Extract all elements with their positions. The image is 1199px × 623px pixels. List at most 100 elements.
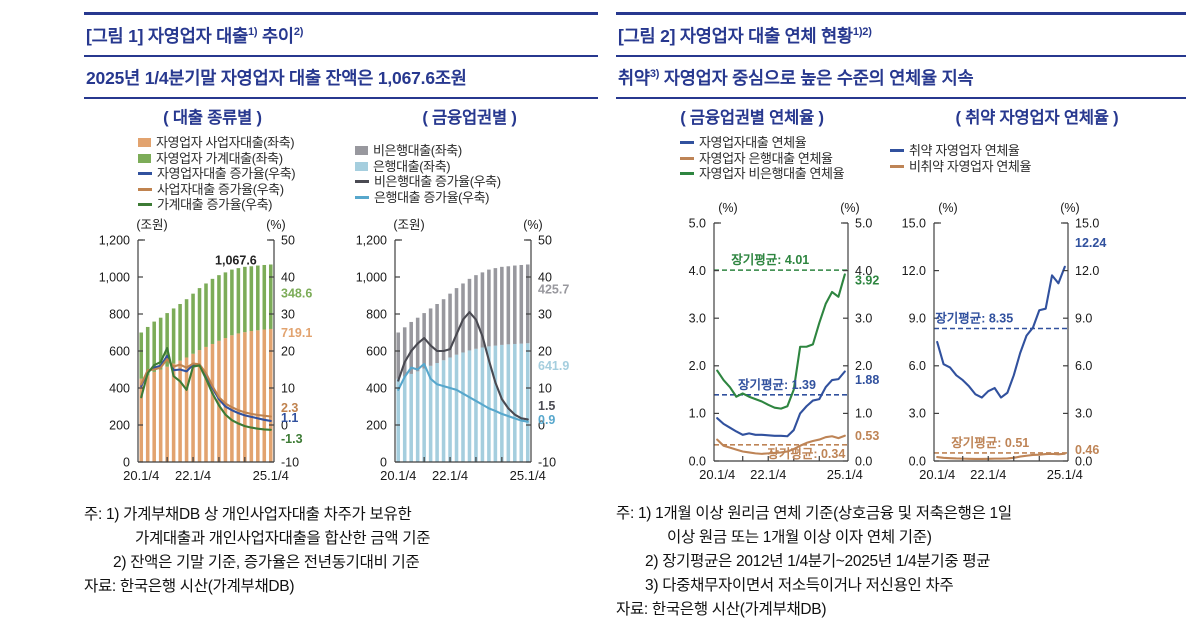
svg-text:425.7: 425.7 bbox=[538, 282, 569, 296]
chart-legend-loan-by-sector: 비은행대출(좌축) 은행대출(좌축) 비은행대출 증가율(우축) 은행대출 증가율(우… bbox=[341, 135, 598, 214]
legend-label: 자영업자 가계대출(좌축) bbox=[156, 150, 283, 166]
svg-text:4.0: 4.0 bbox=[689, 264, 706, 278]
svg-text:1,200: 1,200 bbox=[356, 233, 387, 247]
svg-text:1.0: 1.0 bbox=[855, 407, 872, 421]
svg-text:장기평균: 1.39: 장기평균: 1.39 bbox=[738, 377, 816, 392]
legend-item: 비은행대출(좌축) bbox=[355, 143, 598, 159]
legend-item: 은행대출 증가율(우축) bbox=[355, 190, 598, 206]
svg-text:1,067.6: 1,067.6 bbox=[215, 254, 257, 268]
svg-text:(%): (%) bbox=[718, 201, 737, 215]
svg-text:0.0: 0.0 bbox=[909, 454, 926, 468]
figure1-panel: [그림 1] 자영업자 대출1) 추이2) 2025년 1/4분기말 자영업자 … bbox=[84, 12, 598, 599]
svg-text:20: 20 bbox=[538, 344, 552, 358]
svg-text:50: 50 bbox=[281, 233, 295, 247]
legend-label: 자영업자 은행대출 연체율 bbox=[699, 150, 833, 166]
svg-text:-10: -10 bbox=[281, 455, 299, 469]
svg-text:25.1/4: 25.1/4 bbox=[253, 468, 289, 483]
legend-label: 자영업자대출 증가율(우축) bbox=[157, 166, 296, 181]
svg-text:20.1/4: 20.1/4 bbox=[699, 467, 735, 482]
legend-label: 은행대출(좌축) bbox=[373, 158, 451, 174]
svg-text:0.9: 0.9 bbox=[538, 413, 555, 427]
svg-text:22.1/4: 22.1/4 bbox=[432, 468, 468, 483]
svg-text:1.5: 1.5 bbox=[538, 399, 555, 413]
note-line: 가계대출과 개인사업자대출을 합산한 금액 기준 bbox=[135, 530, 431, 547]
figure2-panel: [그림 2] 자영업자 대출 연체 현황1)2) 취약3) 자영업자 중심으로 … bbox=[616, 12, 1186, 622]
svg-text:1,000: 1,000 bbox=[99, 270, 130, 284]
svg-text:0.0: 0.0 bbox=[1075, 454, 1092, 468]
chart-delinquency-vulnerable: 0.0 3.0 6.0 9.0 12.0 15.0 0.0 3.0 6.0 9.0 12.0 15.0… bbox=[902, 201, 1107, 482]
legend-swatch-icon bbox=[138, 153, 151, 163]
legend-label: 비은행대출(좌축) bbox=[373, 143, 462, 158]
chart-legend-delinquency-by-sector: 자영업자대출 연체율 자영업자 은행대출 연체율 자영업자 비은행대출 연체율 bbox=[616, 135, 888, 185]
svg-text:0.53: 0.53 bbox=[855, 429, 879, 443]
figure1-title: [그림 1] 자영업자 대출1) 추이2) bbox=[84, 15, 598, 57]
chart-block-delinquency-vulnerable: ( 취약 자영업자 연체율 ) 취약 자영업자 연체율 비취약 자영업자 연체율 … bbox=[888, 102, 1186, 497]
svg-text:400: 400 bbox=[109, 381, 130, 395]
svg-text:(%): (%) bbox=[266, 218, 285, 232]
svg-text:0: 0 bbox=[123, 455, 130, 469]
svg-text:3.0: 3.0 bbox=[909, 407, 926, 421]
svg-text:348.6: 348.6 bbox=[281, 287, 312, 301]
svg-text:641.9: 641.9 bbox=[538, 359, 569, 373]
legend-line-icon bbox=[355, 195, 369, 199]
svg-text:0.46: 0.46 bbox=[1075, 443, 1099, 457]
svg-text:40: 40 bbox=[281, 270, 295, 284]
legend-label: 자영업자 사업자대출(좌축) bbox=[156, 135, 295, 150]
note-line: 2) 잔액은 기말 기준, 증가율은 전년동기대비 기준 bbox=[113, 554, 420, 571]
legend-line-icon bbox=[890, 164, 904, 168]
legend-item: 자영업자대출 연체율 bbox=[680, 135, 888, 151]
chart-subtitle-delinquency-vulnerable: ( 취약 자영업자 연체율 ) bbox=[955, 109, 1119, 127]
legend-item: 은행대출(좌축) bbox=[355, 159, 598, 175]
figure1-charts: ( 대출 종류별 ) 자영업자 사업자대출(좌축) 자영업자 가계대출(좌축) 자영… bbox=[84, 102, 598, 498]
legend-item: 자영업자 비은행대출 연체율 bbox=[680, 166, 888, 182]
svg-text:12.0: 12.0 bbox=[902, 264, 926, 278]
svg-text:장기평균: 0.34: 장기평균: 0.34 bbox=[767, 446, 845, 461]
note-line: 이상 원금 또는 1개월 이상 이자 연체 기준) bbox=[667, 529, 932, 546]
legend-item: 사업자대출 증가율(우축) bbox=[138, 182, 341, 198]
title-superscript: 1)2) bbox=[852, 26, 872, 39]
svg-text:12.0: 12.0 bbox=[1075, 264, 1099, 278]
svg-text:1.88: 1.88 bbox=[855, 373, 879, 387]
svg-text:800: 800 bbox=[366, 307, 387, 321]
legend-label: 은행대출 증가율(우축) bbox=[374, 189, 490, 205]
svg-text:3.0: 3.0 bbox=[1075, 407, 1092, 421]
svg-text:22.1/4: 22.1/4 bbox=[175, 468, 211, 483]
legend-line-icon bbox=[355, 180, 369, 184]
figure2-title: [그림 2] 자영업자 대출 연체 현황1)2) bbox=[616, 15, 1186, 57]
note-line: 주: 1) 가계부채DB 상 개인사업자대출 차주가 보유한 bbox=[84, 506, 412, 523]
figure2-charts: ( 금융업권별 연체율 ) 자영업자대출 연체율 자영업자 은행대출 연체율 자영업… bbox=[616, 102, 1186, 497]
legend-label: 가계대출 증가율(우축) bbox=[157, 197, 273, 212]
legend-line-icon bbox=[138, 203, 152, 207]
legend-label: 자영업자대출 연체율 bbox=[699, 135, 807, 150]
svg-text:25.1/4: 25.1/4 bbox=[827, 467, 863, 482]
svg-text:9.0: 9.0 bbox=[1075, 312, 1092, 326]
svg-text:0: 0 bbox=[538, 418, 545, 432]
chart-block-loan-by-sector: ( 금융업권별 ) 비은행대출(좌축) 은행대출(좌축) 비은행대출 증가율(우축)… bbox=[341, 102, 598, 498]
svg-text:0: 0 bbox=[380, 455, 387, 469]
legend-label: 비취약 자영업자 연체율 bbox=[909, 158, 1032, 174]
svg-text:1,000: 1,000 bbox=[356, 270, 387, 284]
svg-text:15.0: 15.0 bbox=[902, 216, 926, 230]
svg-text:10: 10 bbox=[281, 381, 295, 395]
svg-text:장기평균: 8.35: 장기평균: 8.35 bbox=[935, 311, 1013, 326]
svg-text:5.0: 5.0 bbox=[855, 216, 872, 230]
svg-text:25.1/4: 25.1/4 bbox=[510, 468, 546, 483]
legend-label: 자영업자 비은행대출 연체율 bbox=[699, 166, 845, 181]
svg-text:20: 20 bbox=[281, 344, 295, 358]
svg-text:20.1/4: 20.1/4 bbox=[380, 468, 416, 483]
svg-text:(조원): (조원) bbox=[136, 218, 167, 232]
svg-text:2.0: 2.0 bbox=[855, 359, 872, 373]
svg-text:2.0: 2.0 bbox=[689, 359, 706, 373]
svg-text:400: 400 bbox=[366, 381, 387, 395]
figure2-notes: 주: 1) 1개월 이상 원리금 연체 기준(상호금융 및 저축은행은 1일 이상… bbox=[616, 502, 1186, 622]
legend-item: 자영업자대출 증가율(우축) bbox=[138, 166, 341, 182]
legend-swatch-icon bbox=[138, 138, 151, 148]
svg-text:3.0: 3.0 bbox=[689, 312, 706, 326]
svg-text:40: 40 bbox=[538, 270, 552, 284]
svg-text:장기평균: 4.01: 장기평균: 4.01 bbox=[731, 252, 809, 267]
legend-label: 사업자대출 증가율(우축) bbox=[157, 181, 284, 197]
chart-loan-by-type: 0 200 400 600 800 1,000 1,200 -10 0 10 20 30 40 50 (조원… bbox=[99, 218, 313, 483]
note-line: 3) 다중채무자이면서 저소득이거나 저신용인 차주 bbox=[645, 577, 954, 594]
